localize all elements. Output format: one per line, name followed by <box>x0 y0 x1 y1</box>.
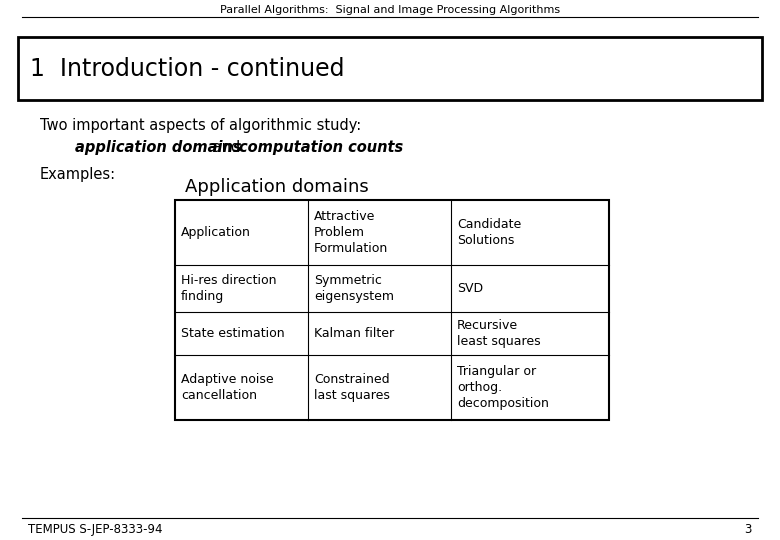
Text: Symmetric
eigensystem: Symmetric eigensystem <box>314 274 394 303</box>
Text: Application domains: Application domains <box>185 178 369 196</box>
Text: Attractive
Problem
Formulation: Attractive Problem Formulation <box>314 210 388 255</box>
Text: 1  Introduction - continued: 1 Introduction - continued <box>30 57 345 80</box>
Text: Adaptive noise
cancellation: Adaptive noise cancellation <box>181 373 274 402</box>
Text: Kalman filter: Kalman filter <box>314 327 394 340</box>
Text: Candidate
Solutions: Candidate Solutions <box>457 218 521 247</box>
Text: Parallel Algorithms:  Signal and Image Processing Algorithms: Parallel Algorithms: Signal and Image Pr… <box>220 5 560 15</box>
Text: Recursive
least squares: Recursive least squares <box>457 319 541 348</box>
Text: application domains: application domains <box>75 140 242 155</box>
Bar <box>18 37 762 100</box>
Text: Two important aspects of algorithmic study:: Two important aspects of algorithmic stu… <box>40 118 361 133</box>
Bar <box>175 200 609 420</box>
Text: TEMPUS S-JEP-8333-94: TEMPUS S-JEP-8333-94 <box>28 523 162 536</box>
Text: and: and <box>208 140 245 155</box>
Text: Hi-res direction
finding: Hi-res direction finding <box>181 274 276 303</box>
Text: Examples:: Examples: <box>40 167 116 182</box>
Text: Application: Application <box>181 226 251 239</box>
Text: Triangular or
orthog.
decomposition: Triangular or orthog. decomposition <box>457 364 549 410</box>
Text: SVD: SVD <box>457 282 483 295</box>
Text: State estimation: State estimation <box>181 327 285 340</box>
Text: Constrained
last squares: Constrained last squares <box>314 373 390 402</box>
Text: computation counts: computation counts <box>239 140 403 155</box>
Text: 3: 3 <box>745 523 752 536</box>
